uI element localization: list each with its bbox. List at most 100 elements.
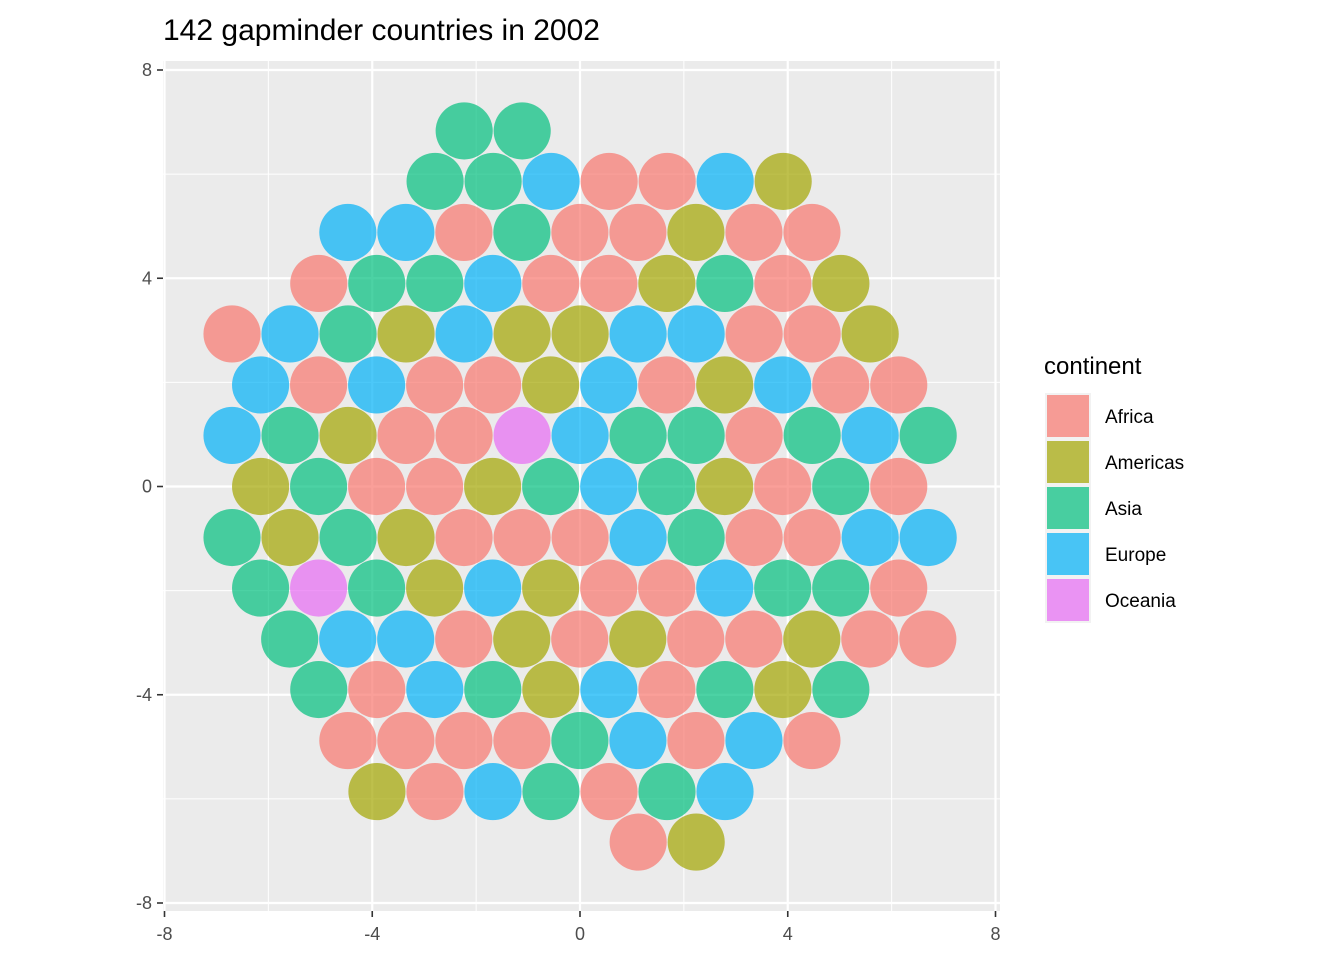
data-point-africa (783, 203, 841, 262)
data-point-americas (783, 610, 841, 668)
data-point-americas (754, 152, 812, 210)
data-point-asia (319, 305, 377, 363)
data-point-europe (319, 203, 377, 262)
data-point-asia (406, 152, 464, 210)
data-point-asia (551, 711, 609, 770)
data-point-asia (435, 102, 493, 160)
data-point-europe (899, 508, 957, 567)
data-point-europe (696, 559, 754, 617)
data-point-africa (667, 711, 725, 770)
data-point-americas (261, 508, 319, 567)
data-point-asia (290, 660, 348, 719)
data-point-africa (638, 559, 696, 617)
y-tick-label: -8 (136, 893, 152, 913)
data-point-africa (203, 305, 261, 363)
data-point-africa (435, 508, 493, 567)
data-point-americas (319, 406, 377, 465)
data-point-europe (261, 305, 319, 363)
data-point-asia (812, 660, 870, 719)
data-point-americas (522, 660, 580, 719)
data-point-europe (203, 406, 261, 465)
data-point-africa (377, 406, 435, 465)
data-point-oceania (290, 559, 348, 617)
data-point-europe (841, 508, 899, 567)
data-point-africa (783, 711, 841, 770)
legend-swatch-europe (1047, 533, 1089, 575)
data-point-europe (522, 152, 580, 210)
legend-title: continent (1044, 353, 1142, 380)
data-point-europe (696, 763, 754, 821)
data-point-africa (870, 356, 928, 414)
data-point-africa (609, 203, 667, 262)
data-point-africa (290, 254, 348, 313)
data-point-asia (783, 406, 841, 465)
data-point-europe (754, 356, 812, 414)
data-point-asia (203, 508, 261, 567)
data-point-americas (638, 254, 696, 313)
data-point-asia (638, 457, 696, 516)
data-point-africa (725, 610, 783, 668)
data-point-americas (377, 508, 435, 567)
data-point-africa (754, 254, 812, 313)
data-point-europe (580, 457, 638, 516)
data-point-europe (667, 305, 725, 363)
data-point-europe (580, 356, 638, 414)
data-point-europe (551, 406, 609, 465)
data-point-africa (667, 610, 725, 668)
data-point-asia (261, 610, 319, 668)
data-point-europe (232, 356, 290, 414)
data-point-africa (493, 508, 551, 567)
data-point-africa (551, 203, 609, 262)
data-point-asia (319, 508, 377, 567)
data-point-americas (232, 457, 290, 516)
data-point-americas (841, 305, 899, 363)
data-point-africa (638, 152, 696, 210)
data-point-asia (812, 559, 870, 617)
data-point-europe (377, 610, 435, 668)
legend-label-oceania: Oceania (1105, 591, 1176, 612)
data-point-africa (493, 711, 551, 770)
legend-swatch-oceania (1047, 579, 1089, 621)
data-point-africa (580, 559, 638, 617)
data-point-africa (551, 610, 609, 668)
data-point-americas (667, 813, 725, 871)
axes: -8 -4 0 4 8 8 4 0 -4 -8 (136, 60, 1001, 944)
data-point-europe (435, 305, 493, 363)
data-point-europe (609, 711, 667, 770)
data-point-asia (812, 457, 870, 516)
data-point-asia (348, 559, 406, 617)
data-point-africa (725, 406, 783, 465)
data-point-asia (348, 254, 406, 313)
data-point-americas (696, 457, 754, 516)
x-tick-label: 4 (783, 924, 793, 944)
legend-label-americas: Americas (1105, 453, 1184, 474)
data-point-asia (493, 102, 551, 160)
data-point-africa (435, 406, 493, 465)
data-point-europe (580, 660, 638, 719)
data-point-africa (870, 559, 928, 617)
data-point-europe (464, 559, 522, 617)
data-point-africa (841, 610, 899, 668)
data-point-asia (696, 660, 754, 719)
data-point-europe (725, 711, 783, 770)
data-point-africa (522, 254, 580, 313)
data-point-africa (406, 457, 464, 516)
data-point-americas (667, 203, 725, 262)
data-point-europe (319, 610, 377, 668)
data-point-europe (609, 508, 667, 567)
data-point-africa (580, 152, 638, 210)
data-point-asia (464, 152, 522, 210)
data-point-asia (290, 457, 348, 516)
legend-label-europe: Europe (1105, 545, 1166, 566)
data-point-europe (464, 763, 522, 821)
data-point-americas (696, 356, 754, 414)
x-tick-label: 8 (990, 924, 1000, 944)
data-point-africa (609, 813, 667, 871)
data-point-asia (638, 763, 696, 821)
legend-swatch-asia (1047, 487, 1089, 529)
data-point-africa (435, 711, 493, 770)
data-point-africa (899, 610, 957, 668)
data-point-americas (377, 305, 435, 363)
legend-label-asia: Asia (1105, 499, 1142, 520)
data-point-europe (609, 305, 667, 363)
